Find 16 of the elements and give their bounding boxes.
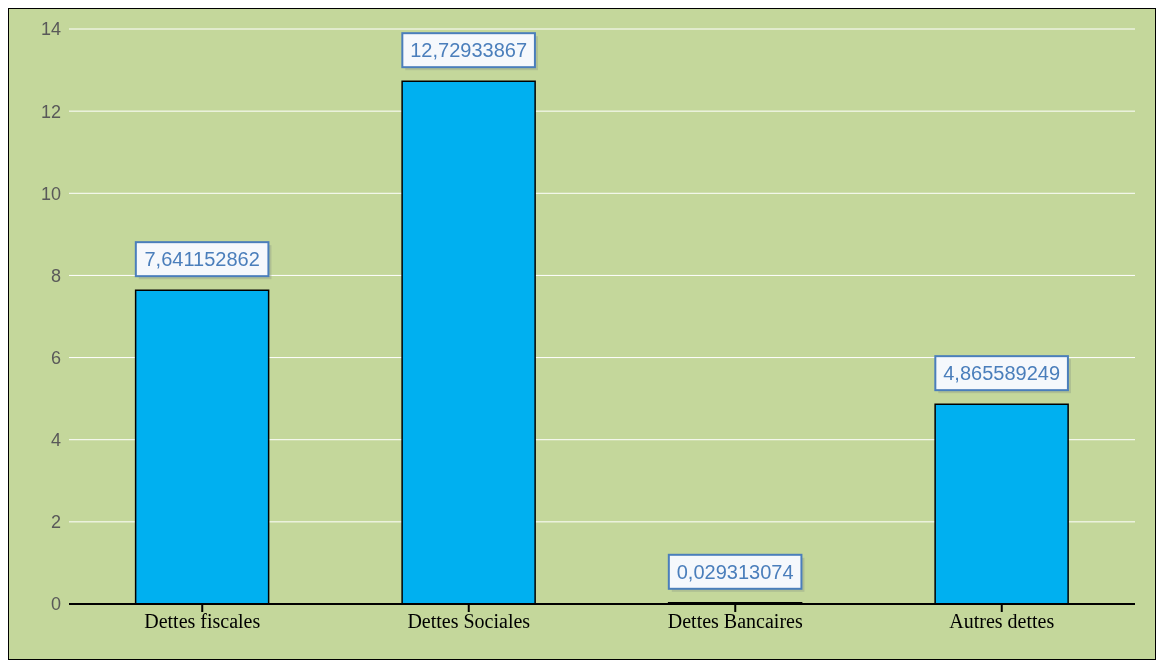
x-tick-label: Dettes Sociales [407,610,531,633]
y-tick-label: 10 [40,183,61,204]
y-tick-label: 12 [40,101,61,122]
x-tick-label: Autres dettes [949,610,1055,633]
data-label: 0,029313074 [676,560,794,583]
y-tick-label: 8 [50,265,61,286]
data-label: 12,72933867 [410,39,528,62]
data-label: 4,865589249 [943,362,1061,385]
y-tick-label: 6 [50,347,61,368]
y-tick-label: 0 [50,594,61,615]
y-tick-label: 4 [50,430,61,451]
x-tick-label: Dettes Bancaires [667,610,803,633]
data-label: 7,641152862 [144,248,260,271]
y-tick-label: 2 [50,512,61,533]
y-tick-label: 14 [40,19,61,40]
x-tick-label: Dettes fiscales [144,610,261,633]
